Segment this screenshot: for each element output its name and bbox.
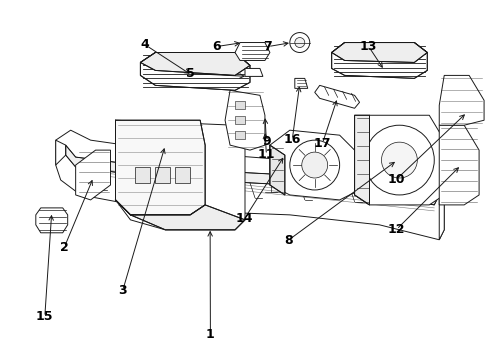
Polygon shape [140, 53, 249, 75]
Text: 8: 8 [284, 234, 292, 247]
Polygon shape [76, 150, 110, 200]
Text: 6: 6 [211, 40, 220, 53]
Polygon shape [331, 42, 427, 62]
Polygon shape [438, 180, 443, 240]
Polygon shape [56, 130, 443, 240]
Polygon shape [314, 85, 359, 108]
Bar [235, 131, 244, 139]
Text: 9: 9 [262, 135, 270, 148]
Text: 4: 4 [140, 38, 149, 51]
Polygon shape [115, 120, 244, 230]
Bar [235, 116, 244, 124]
Bar [135, 167, 150, 183]
Polygon shape [115, 120, 205, 215]
Polygon shape [294, 78, 307, 88]
Polygon shape [36, 208, 67, 233]
Text: 17: 17 [313, 137, 330, 150]
Text: 14: 14 [235, 212, 253, 225]
Circle shape [364, 125, 433, 195]
Circle shape [289, 140, 339, 190]
Circle shape [294, 37, 304, 48]
Text: 11: 11 [257, 148, 275, 161]
Text: 7: 7 [263, 40, 272, 53]
Polygon shape [224, 90, 264, 150]
Polygon shape [269, 145, 285, 195]
Bar [175, 167, 190, 183]
Polygon shape [56, 140, 65, 165]
Text: 12: 12 [387, 223, 405, 236]
Polygon shape [140, 53, 249, 90]
Circle shape [289, 32, 309, 53]
Polygon shape [354, 115, 443, 205]
Polygon shape [115, 200, 244, 230]
Polygon shape [235, 42, 269, 60]
Bar [155, 167, 170, 183]
Polygon shape [244, 68, 263, 76]
Text: 1: 1 [205, 328, 214, 341]
Text: 16: 16 [283, 133, 300, 146]
Text: 13: 13 [359, 40, 377, 53]
Circle shape [301, 152, 327, 178]
Polygon shape [438, 125, 478, 205]
Text: 2: 2 [60, 241, 68, 254]
Polygon shape [354, 115, 369, 205]
Polygon shape [65, 145, 438, 205]
Bar [235, 101, 244, 109]
Circle shape [381, 142, 416, 178]
Polygon shape [269, 130, 359, 200]
Text: 15: 15 [36, 310, 53, 324]
Polygon shape [331, 42, 427, 78]
Text: 5: 5 [185, 67, 194, 80]
Text: 10: 10 [387, 173, 405, 186]
Text: 3: 3 [118, 284, 127, 297]
Polygon shape [438, 75, 483, 125]
